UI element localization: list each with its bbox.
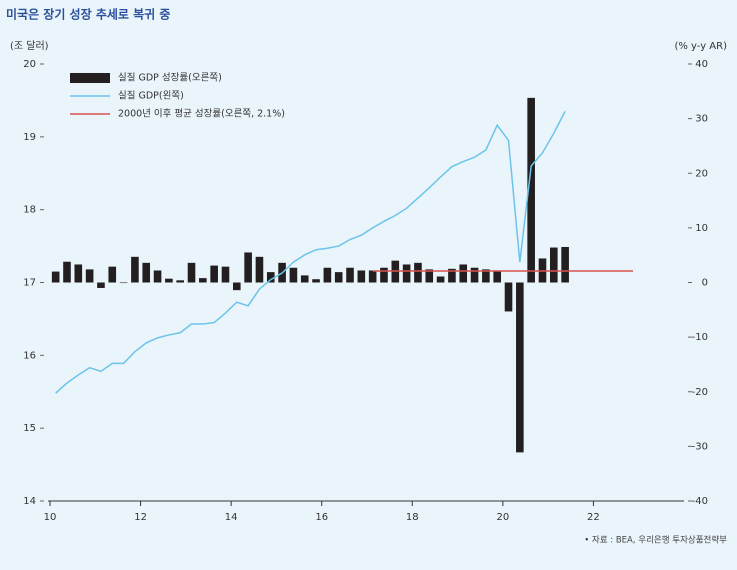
bar [527,97,535,283]
y-tick-label: 16 [23,350,36,361]
bar [74,264,83,283]
bar [561,246,569,283]
x-tick-label: 10 [44,512,57,523]
bar [187,262,196,283]
y-tick-label: 15 [23,423,36,434]
bar [357,270,366,283]
bar [380,267,388,283]
source: • 자료 : BEA, 우리은행 투자상품전략부 [584,535,727,546]
y-tick-label: 14 [23,496,36,507]
legend-label: 실질 GDP(왼쪽) [118,90,184,102]
y2-tick-label: 30 [695,114,708,125]
bar [119,282,128,284]
bar [346,267,354,283]
bar [334,272,343,283]
bar [142,262,151,283]
bar [312,279,320,283]
bar [470,267,479,283]
y-axis-label: (조 달러) [10,40,49,52]
bar [199,278,207,283]
bar [300,275,309,283]
bar [244,252,252,283]
bar [459,264,468,283]
x-tick-label: 14 [225,512,238,523]
bar [448,268,456,283]
y2-tick-label: -10 [692,332,708,343]
bar [504,282,513,312]
bar [402,264,411,283]
y-tick-label: 20 [23,59,36,70]
x-tick-label: 20 [496,512,509,523]
bar [233,282,241,291]
y2-tick-label: 20 [695,168,708,179]
bar [255,256,264,283]
bar [165,278,173,283]
x-tick-label: 18 [406,512,419,523]
bar [108,266,117,283]
x-tick-label: 12 [134,512,147,523]
line [55,110,566,394]
bar [436,276,445,283]
bar [176,280,184,283]
bar [493,270,501,283]
bar [414,262,422,283]
y2-tick-label: 10 [695,223,708,234]
y2-tick-label: 40 [695,59,708,70]
y-tick-label: 17 [23,278,36,289]
bar [425,269,434,283]
x-tick-label: 22 [587,512,600,523]
legend-label: 실질 GDP 성장률(오른쪽) [118,72,222,84]
y2-tick-label: 0 [702,278,708,289]
bar [153,270,162,283]
y2-axis-label: (% y-y AR) [674,41,727,52]
bar [221,266,230,283]
bar [85,269,94,283]
bar [131,256,139,283]
y-tick-label: 19 [23,132,36,143]
bar [323,267,332,283]
bar [266,272,275,283]
bar [368,270,377,283]
x-tick-label: 16 [315,512,328,523]
bar [289,267,298,283]
y2-tick-label: -30 [692,441,708,452]
bar [516,282,524,453]
y2-tick-label: -20 [692,387,708,398]
chart-title: 미국은 장기 성장 추세로 복귀 중 [6,7,170,22]
bar [97,282,105,288]
bar [482,269,490,283]
legend-swatch [70,73,110,83]
bar [51,271,60,283]
y2-tick-label: -40 [692,496,708,507]
bar [63,261,71,283]
y-tick-label: 18 [23,205,36,216]
bar [550,247,558,283]
legend-label: 2000년 이후 평균 성장률(오른쪽, 2.1%) [118,109,285,120]
bar [210,265,218,283]
